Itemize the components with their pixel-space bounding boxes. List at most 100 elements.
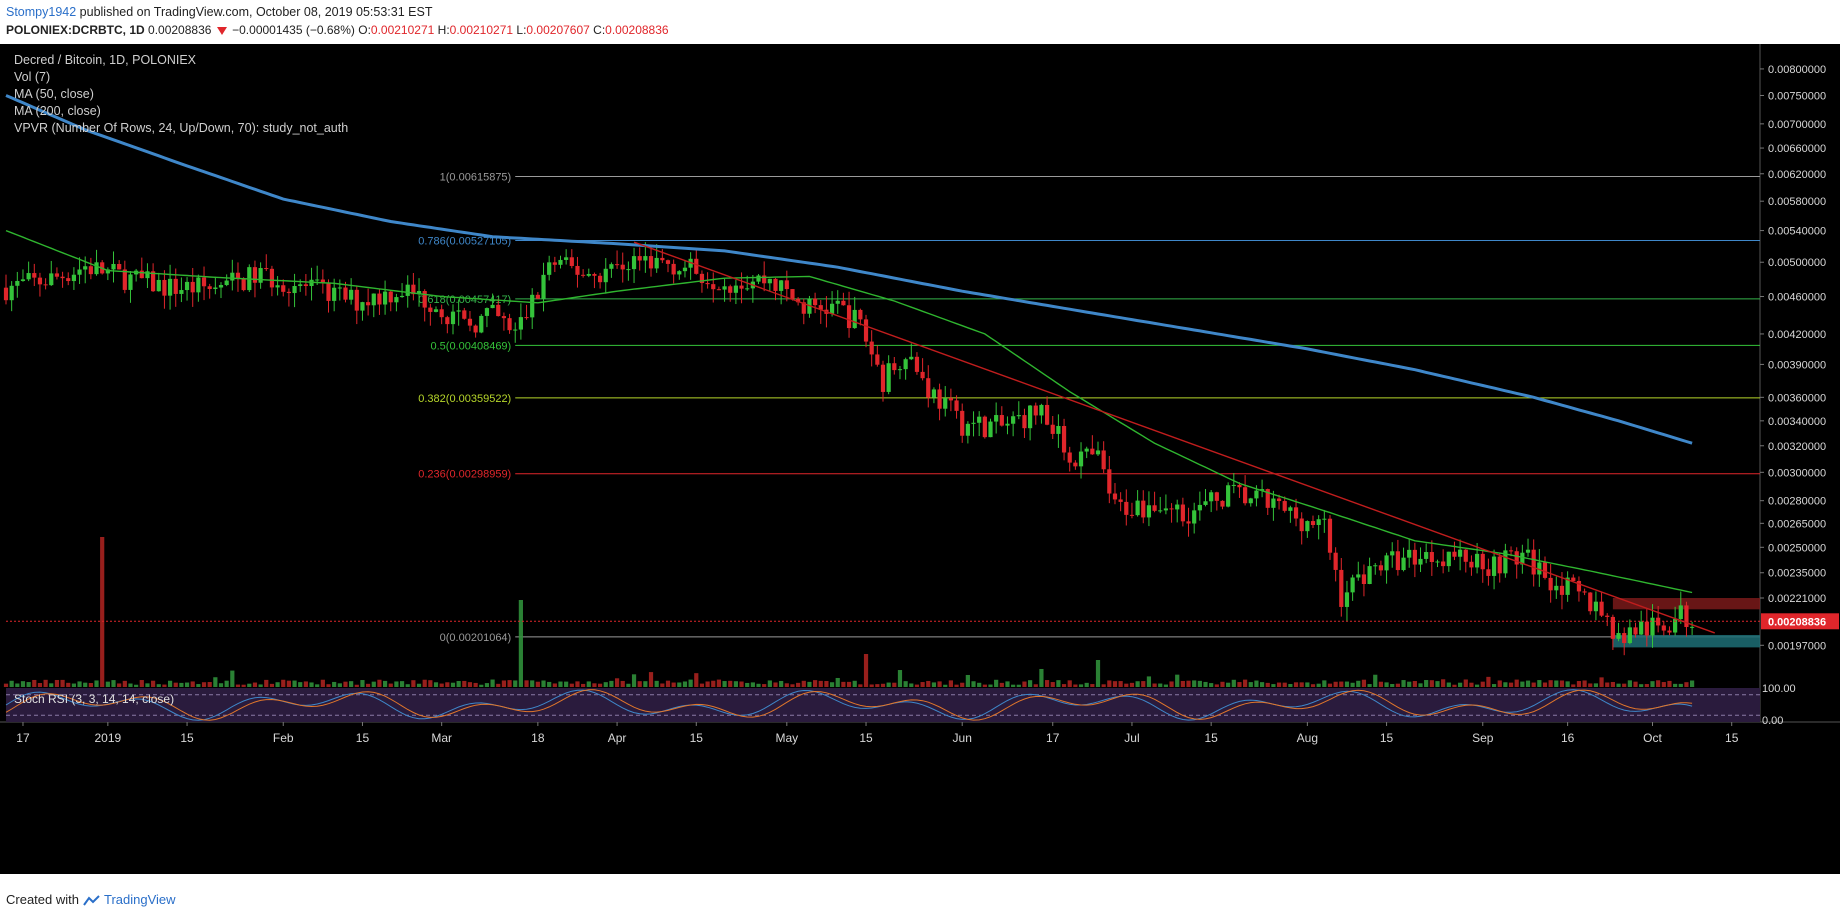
candle-body (1288, 507, 1293, 511)
volume-bar (411, 680, 416, 687)
legend-ma50[interactable]: MA (50, close) (14, 87, 94, 101)
volume-bar (303, 681, 308, 687)
volume-bar (394, 681, 399, 687)
tradingview-brand[interactable]: TradingView (104, 892, 176, 907)
volume-bar (1390, 683, 1395, 687)
candle-body (1061, 426, 1067, 453)
legend-title[interactable]: Decred / Bitcoin, 1D, POLONIEX (14, 53, 197, 67)
down-arrow-icon (216, 26, 227, 35)
volume-bar (1141, 681, 1146, 687)
legend-ma200[interactable]: MA (200, close) (14, 104, 101, 118)
volume-bar (1067, 680, 1072, 687)
candle-body (298, 284, 303, 287)
candle-body (207, 286, 212, 289)
candle-body (1480, 553, 1485, 570)
volume-bar (1237, 682, 1242, 687)
candle-body (1101, 450, 1106, 470)
volume-bar (1429, 680, 1434, 687)
candle-body (597, 275, 603, 283)
volume-bar (722, 681, 727, 687)
candle-body (1542, 562, 1548, 578)
legend-vol[interactable]: Vol (7) (14, 70, 51, 84)
volume-bar (1554, 680, 1559, 687)
candle-body (1282, 501, 1287, 511)
volume-bar (201, 682, 207, 687)
time-tick-label: 15 (859, 731, 873, 745)
candle-body (1673, 619, 1678, 633)
candle-body (660, 257, 665, 261)
candle-body (948, 398, 953, 401)
volume-bar (796, 682, 801, 687)
candle-body (552, 262, 557, 265)
time-tick-label: Apr (608, 731, 627, 745)
candle-body (699, 273, 705, 284)
volume-bar (343, 681, 348, 687)
volume-bar (767, 680, 772, 687)
volume-bar (1588, 683, 1593, 687)
volume-bar (569, 683, 574, 687)
candle-body (1254, 490, 1259, 499)
candle-body (145, 271, 150, 279)
volume-bar (699, 683, 705, 687)
volume-bar (1520, 681, 1525, 687)
volume-bar (648, 672, 654, 687)
candle-body (784, 280, 789, 290)
candle-body (162, 279, 167, 296)
candle-body (846, 305, 852, 329)
candle-body (326, 282, 331, 301)
candle-body (1203, 501, 1208, 505)
candle-body (43, 284, 48, 286)
candle-body (1327, 518, 1333, 553)
volume-bar (292, 680, 297, 687)
chart-svg[interactable]: 100.00 0.00 0.00800000 0.00750000 0.00700000… (0, 44, 1840, 874)
volume-bar (671, 682, 676, 687)
candle-body (156, 279, 161, 292)
volume-bar (541, 680, 546, 687)
fib-level-label: 0(0.00201064) (440, 632, 512, 644)
volume-bar (213, 677, 218, 687)
volume-bar (1124, 683, 1129, 687)
candle-body (37, 277, 43, 285)
candle-body (1078, 451, 1084, 467)
volume-bar (1627, 680, 1632, 687)
volume-bar (1118, 681, 1123, 687)
chart-panel[interactable]: 100.00 0.00 0.00800000 0.00750000 0.00700000… (0, 44, 1840, 874)
candle-body (767, 278, 772, 284)
volume-bar (1248, 682, 1253, 687)
volume-bar (32, 679, 37, 687)
candle-body (609, 264, 614, 269)
volume-bar (524, 680, 529, 687)
candle-body (603, 268, 608, 283)
volume-bar (235, 684, 241, 687)
candle-body (1107, 469, 1112, 494)
candle-body (1118, 499, 1123, 502)
volume-bar (1673, 683, 1678, 687)
volume-bar (552, 683, 557, 687)
volume-bar (530, 680, 535, 687)
candle-body (71, 274, 76, 282)
volume-bar (818, 680, 823, 687)
volume-bar (807, 681, 812, 687)
candle-body (1175, 504, 1180, 510)
candle-body (999, 415, 1004, 426)
candle-body (20, 279, 26, 281)
candle-body (818, 305, 823, 310)
candle-body (535, 294, 540, 299)
volume-bar (711, 680, 716, 687)
candle-body (762, 275, 767, 284)
candle-body (1135, 500, 1140, 516)
volume-bar (1401, 680, 1406, 687)
volume-bar (1293, 682, 1299, 687)
volume-bar (162, 684, 167, 687)
candle-body (111, 263, 116, 270)
candle-body (518, 317, 523, 330)
volume-bar (1469, 682, 1474, 687)
volume-bar (241, 684, 246, 687)
volume-bar (1542, 682, 1548, 687)
legend-vpvr[interactable]: VPVR (Number Of Rows, 24, Up/Down, 70): … (14, 121, 349, 135)
author-link[interactable]: Stompy1942 (6, 5, 77, 19)
candle-body (264, 268, 269, 270)
price-tick-label: 0.00235000 (1768, 568, 1826, 580)
candle-body (1610, 616, 1615, 639)
candle-body (388, 291, 393, 303)
